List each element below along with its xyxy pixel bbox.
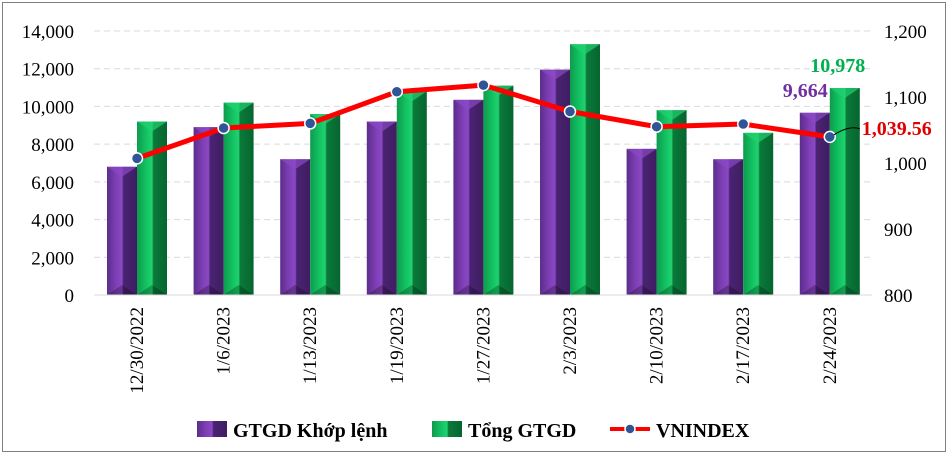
leader-line <box>833 127 860 136</box>
vnindex-point <box>130 152 144 165</box>
vnindex-point <box>390 85 404 98</box>
bar-bevel-top <box>540 69 570 80</box>
y-left-tick-label: 10,000 <box>22 97 74 118</box>
x-tick-label: 1/27/2023 <box>473 307 494 384</box>
vnindex-point <box>217 121 230 135</box>
bar-tong-gtgd <box>310 113 341 295</box>
bar-bevel-bottom <box>280 285 311 295</box>
bar-gtgd-khop-lenh <box>366 121 397 295</box>
bar-tong-gtgd <box>223 102 254 296</box>
bar-tong-gtgd <box>570 44 600 296</box>
bar-bevel-top <box>829 87 860 98</box>
legend-marker <box>624 423 636 435</box>
bar-bevel-top <box>656 110 687 121</box>
bar-bevel-bottom <box>743 285 774 295</box>
bar-gtgd-khop-lenh <box>280 159 311 295</box>
legend-label-line: VNINDEX <box>656 420 750 442</box>
x-tick-label: 2/10/2023 <box>647 307 668 384</box>
bar-bevel-bottom <box>310 285 341 295</box>
y-left-tick-label: 6,000 <box>31 173 74 194</box>
bar-gtgd-khop-lenh <box>713 159 744 295</box>
data-label-purple-last: 9,664 <box>783 80 828 102</box>
x-tick-label: 1/6/2023 <box>214 307 235 375</box>
bar-bevel-top <box>713 159 744 170</box>
bar-tong-gtgd <box>396 91 427 295</box>
bar-bevel-top <box>453 99 484 110</box>
bar-bevel-top <box>366 121 397 132</box>
y-right-tick-label: 1,100 <box>884 88 927 109</box>
bar-tong-gtgd <box>829 87 860 295</box>
bar-gtgd-khop-lenh <box>799 112 830 295</box>
x-tick-label: 1/19/2023 <box>387 307 408 384</box>
y-left-tick-label: 2,000 <box>31 248 74 269</box>
legend-label-purple: GTGD Khớp lệnh <box>233 420 387 442</box>
bar-bevel-bottom <box>107 285 137 295</box>
bar-gtgd-khop-lenh <box>193 127 224 296</box>
bar-bevel-bottom <box>799 285 830 295</box>
x-tick-label: 2/17/2023 <box>733 307 754 384</box>
bar-bevel-top <box>626 148 657 159</box>
bar-tong-gtgd <box>483 85 514 295</box>
bar-bevel-bottom <box>570 285 600 295</box>
vnindex-point <box>736 117 750 131</box>
vnindex-point <box>303 117 317 130</box>
x-tick-label: 1/13/2023 <box>300 307 321 384</box>
y-left-tick-label: 12,000 <box>22 60 74 81</box>
vnindex-point <box>823 130 837 144</box>
data-label-vnindex-last: 1,039.56 <box>862 118 932 140</box>
bar-bevel-top <box>570 44 600 55</box>
bar-bevel-bottom <box>483 285 514 295</box>
bar-bevel-top <box>137 121 167 132</box>
y-right-tick-label: 800 <box>884 286 913 307</box>
bar-bevel-bottom <box>626 285 657 295</box>
legend-label-green: Tổng GTGD <box>468 420 576 442</box>
y-left-tick-label: 8,000 <box>31 135 74 156</box>
bar-bevel-bottom <box>453 285 484 295</box>
legend-swatch-purple <box>197 421 227 437</box>
bar-bevel-bottom <box>193 285 224 295</box>
bar-bevel-top <box>223 102 254 113</box>
y-right-tick-label: 1,000 <box>884 154 927 175</box>
data-label-green-last: 10,978 <box>810 55 865 77</box>
x-tick-label: 12/30/2022 <box>127 307 148 394</box>
legend: GTGD Khớp lệnh Tổng GTGD VNINDEX <box>197 420 750 442</box>
y-right-tick-label: 1,200 <box>884 22 927 43</box>
bar-gtgd-khop-lenh <box>107 166 137 295</box>
x-tick-label: 2/3/2023 <box>560 307 581 375</box>
bar-tong-gtgd <box>743 132 774 295</box>
vnindex-point <box>477 78 490 92</box>
bar-bevel-bottom <box>366 285 397 295</box>
vnindex-point <box>563 105 577 118</box>
bar-bevel-top <box>280 159 311 170</box>
bar-bevel-bottom <box>137 285 167 295</box>
vnindex-point <box>650 120 663 133</box>
y-left-tick-label: 4,000 <box>31 211 74 232</box>
y-right-tick-label: 900 <box>884 220 913 241</box>
bar-tong-gtgd <box>656 110 687 295</box>
y-left-tick-label: 0 <box>65 286 75 307</box>
legend-swatch-green <box>432 421 462 437</box>
bar-bevel-top <box>107 166 137 177</box>
bar-bevel-top <box>396 91 427 102</box>
bar-bevel-bottom <box>656 285 687 295</box>
y-left-tick-label: 14,000 <box>22 22 74 43</box>
bar-bevel-bottom <box>223 285 254 295</box>
bar-bevel-bottom <box>713 285 744 295</box>
x-tick-label: 2/24/2023 <box>820 307 841 384</box>
bar-gtgd-khop-lenh <box>626 148 657 295</box>
bar-bevel-top <box>743 132 774 143</box>
bar-bevel-bottom <box>396 285 427 295</box>
bar-bevel-bottom <box>829 285 860 295</box>
bar-gtgd-khop-lenh <box>453 99 484 295</box>
bar-bevel-top <box>799 112 830 123</box>
bar-bevel-bottom <box>540 285 570 295</box>
